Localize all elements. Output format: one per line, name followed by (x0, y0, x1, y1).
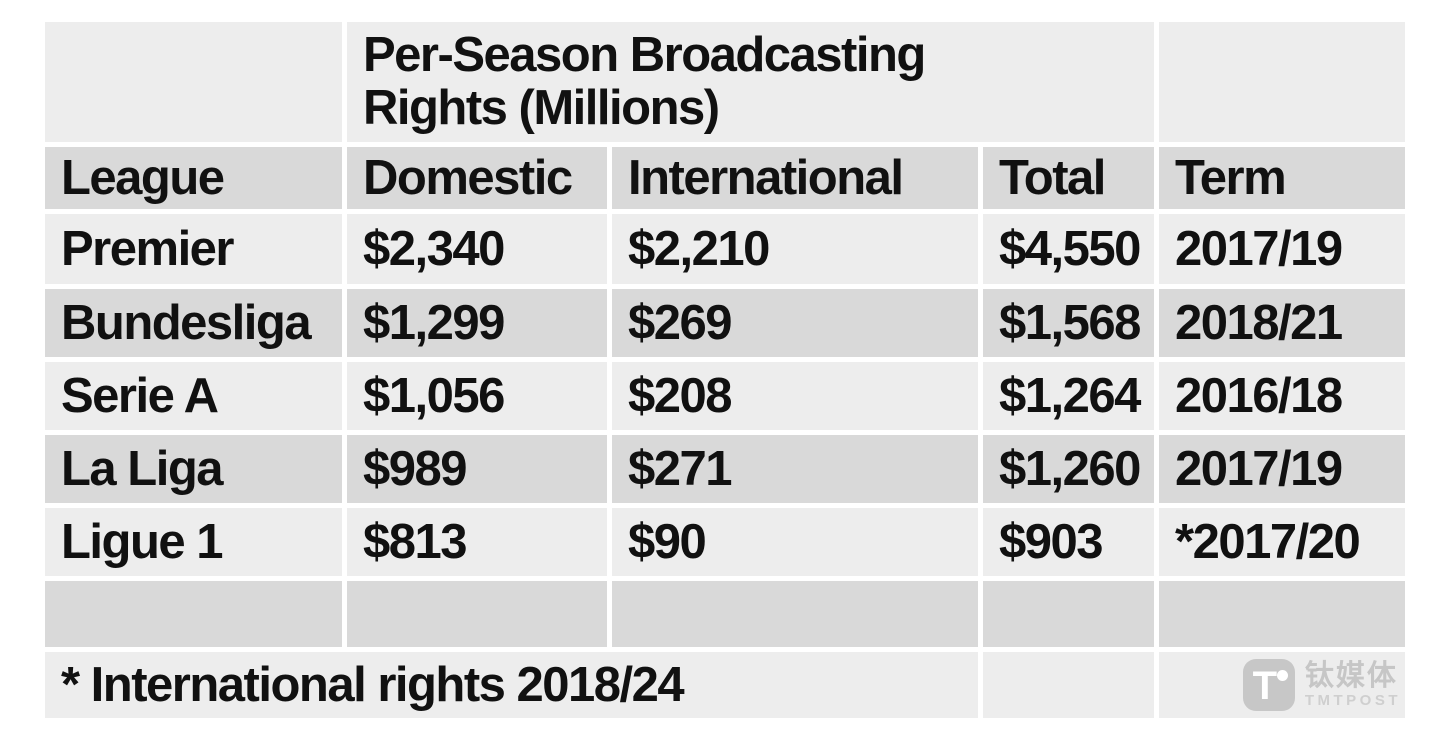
title-row-league-spacer (45, 22, 342, 142)
cell-laliga-domestic: $989 (347, 435, 607, 503)
cell-premier-league: Premier (45, 214, 342, 284)
column-header-total: Total (983, 147, 1154, 209)
cell-seriea-international: $208 (612, 362, 978, 430)
column-header-league: League (45, 147, 342, 209)
cell-bundesliga-total: $1,568 (983, 289, 1154, 357)
tmtpost-name-chinese: 钛媒体 (1304, 659, 1398, 692)
cell-premier-total: $4,550 (983, 214, 1154, 284)
cell-laliga-total: $1,260 (983, 435, 1154, 503)
cell-bundesliga-international: $269 (612, 289, 978, 357)
spacer-cell (983, 581, 1154, 647)
cell-laliga-league: La Liga (45, 435, 342, 503)
tmtpost-dot-icon (1276, 670, 1288, 681)
watermark-cell: T 钛媒体 TMTPOST (1159, 652, 1405, 718)
tmtpost-name-english: TMTPOST (1304, 692, 1401, 710)
cell-seriea-term: 2016/18 (1159, 362, 1405, 430)
column-header-term: Term (1159, 147, 1405, 209)
cell-laliga-international: $271 (612, 435, 978, 503)
tmtpost-logo-text: 钛媒体 TMTPOST (1304, 659, 1401, 710)
footnote-row-total-spacer (983, 652, 1154, 718)
tmtpost-logo: T 钛媒体 TMTPOST (1242, 659, 1401, 711)
cell-premier-international: $2,210 (612, 214, 978, 284)
tmtpost-logo-icon: T (1242, 659, 1295, 711)
spacer-cell (1159, 581, 1405, 647)
column-header-international: International (612, 147, 978, 209)
cell-bundesliga-domestic: $1,299 (347, 289, 607, 357)
spacer-cell (347, 581, 607, 647)
cell-seriea-league: Serie A (45, 362, 342, 430)
spacer-cell (45, 581, 342, 647)
cell-bundesliga-term: 2018/21 (1159, 289, 1405, 357)
cell-seriea-domestic: $1,056 (347, 362, 607, 430)
cell-ligue1-international: $90 (612, 508, 978, 576)
cell-laliga-term: 2017/19 (1159, 435, 1405, 503)
column-header-domestic: Domestic (347, 147, 607, 209)
table-title: Per-Season Broadcasting Rights (Millions… (347, 22, 1154, 142)
cell-ligue1-term: *2017/20 (1159, 508, 1405, 576)
tmtpost-t-glyph: T (1252, 663, 1278, 708)
spacer-cell (612, 581, 978, 647)
cell-bundesliga-league: Bundesliga (45, 289, 342, 357)
cell-ligue1-league: Ligue 1 (45, 508, 342, 576)
footnote: * International rights 2018/24 (45, 652, 978, 718)
cell-premier-domestic: $2,340 (347, 214, 607, 284)
cell-seriea-total: $1,264 (983, 362, 1154, 430)
title-row-term-spacer (1159, 22, 1405, 142)
cell-ligue1-domestic: $813 (347, 508, 607, 576)
broadcast-rights-table: Per-Season Broadcasting Rights (Millions… (45, 22, 1405, 718)
cell-ligue1-total: $903 (983, 508, 1154, 576)
cell-premier-term: 2017/19 (1159, 214, 1405, 284)
